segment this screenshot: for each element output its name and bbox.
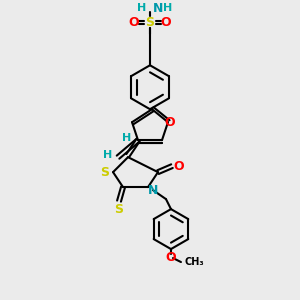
Text: S: S bbox=[115, 202, 124, 216]
Text: O: O bbox=[165, 116, 175, 129]
Text: O: O bbox=[166, 250, 176, 263]
Text: N: N bbox=[153, 2, 163, 15]
Text: O: O bbox=[161, 16, 171, 29]
Text: H: H bbox=[122, 133, 132, 143]
Text: CH₃: CH₃ bbox=[185, 257, 205, 267]
Text: H: H bbox=[164, 3, 172, 13]
Text: O: O bbox=[174, 160, 184, 173]
Text: S: S bbox=[146, 16, 154, 29]
Text: S: S bbox=[100, 166, 109, 178]
Text: O: O bbox=[129, 16, 139, 29]
Text: H: H bbox=[103, 150, 113, 160]
Text: H: H bbox=[137, 3, 147, 13]
Text: N: N bbox=[148, 184, 158, 196]
